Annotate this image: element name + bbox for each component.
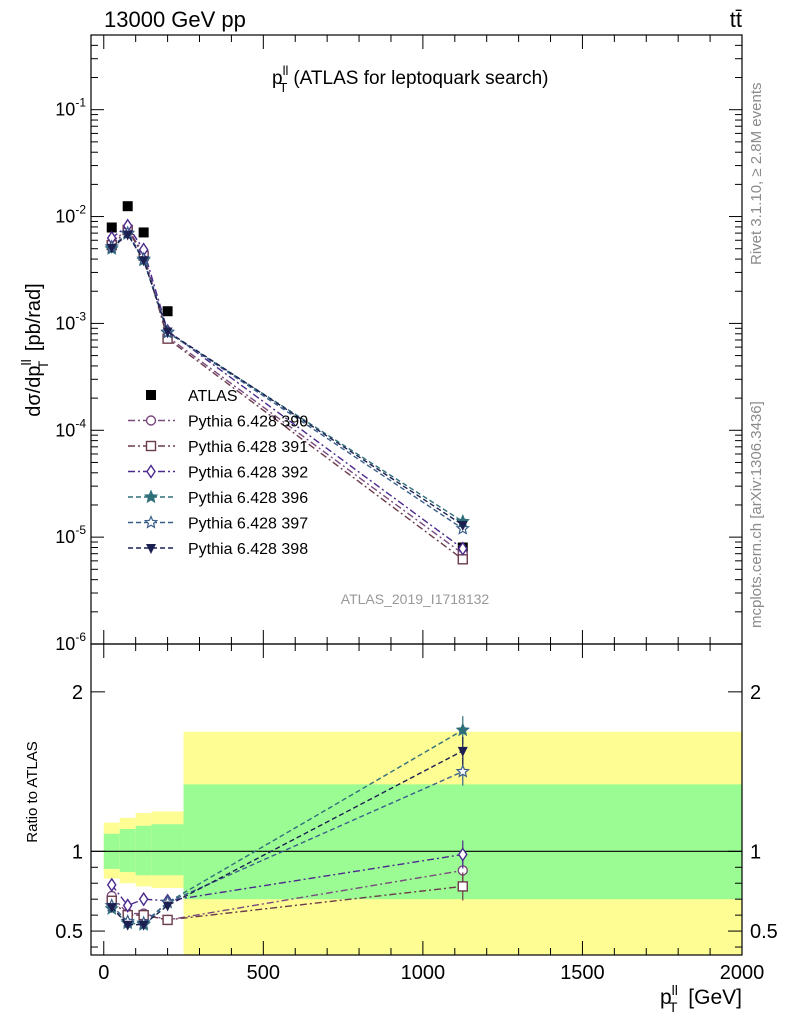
svg-text:dσ/dpllT [pb/rad]: dσ/dpllT [pb/rad] (18, 283, 51, 416)
series-line (111, 232, 464, 530)
ratio-point (455, 722, 470, 737)
x-tick-label: 500 (247, 962, 280, 984)
data-point (457, 541, 468, 556)
main-title: pll T (ATLAS for leptoquark search) (272, 63, 549, 95)
legend-label: Pythia 6.428 390 (188, 414, 308, 431)
data-point (106, 222, 117, 233)
ratio-point (162, 914, 173, 926)
ratio-y-tick-label: 0.5 (55, 921, 83, 943)
ratio-y-tick-label: 1 (72, 841, 83, 863)
ratio-frame (90, 643, 743, 956)
legend-entry: Pythia 6.428 390 (128, 414, 308, 431)
legend-entry: Pythia 6.428 396 (128, 489, 308, 507)
mcplots-label: mcplots.cern.ch [arXiv:1306.3436] (748, 401, 765, 628)
legend-label: Pythia 6.428 397 (188, 516, 308, 533)
ratio-point (122, 920, 133, 931)
main-y-tick-label: 10-3 (55, 309, 86, 333)
data-point (457, 554, 468, 565)
legend-entry: Pythia 6.428 392 (128, 464, 308, 482)
ratio-y-axis-label: Ratio to ATLAS (24, 741, 41, 842)
x-tick-label: 1000 (401, 962, 446, 984)
series-pythia-6-428-397 (104, 225, 471, 535)
legend-entry: ATLAS (146, 388, 238, 405)
ratio-line (111, 853, 463, 907)
green-band (151, 824, 184, 876)
ratio-point (162, 901, 173, 912)
ratio-line (111, 729, 464, 926)
series-pythia-6-428-391 (106, 224, 468, 565)
main-y-tick-label: 10-4 (55, 416, 86, 440)
main-y-tick-label: 10-6 (55, 630, 86, 654)
header-right: tt̄ (730, 7, 742, 32)
analysis-id: ATLAS_2019_I1718132 (341, 591, 490, 607)
ratio-point (122, 898, 133, 913)
ratio-point (457, 847, 468, 862)
main-y-tick-label: 10-5 (55, 523, 86, 547)
x-axis-label: pll T [GeV] (660, 982, 742, 1015)
legend-marker (143, 514, 159, 529)
data-point (106, 243, 117, 254)
data-point (138, 227, 149, 238)
legend-label: Pythia 6.428 398 (188, 541, 308, 558)
ratio-y-tick-label: 0.5 (750, 921, 778, 943)
ratio-line (111, 770, 464, 924)
main-panel: pll T (ATLAS for leptoquark search) ATLAS_… (18, 34, 743, 654)
ratio-line (111, 869, 463, 921)
legend-marker (146, 464, 156, 479)
ratio-y-tick-label: 1 (750, 841, 761, 863)
legend-marker (145, 415, 157, 426)
ratio-point (106, 877, 117, 893)
ratio-line (111, 885, 463, 921)
ratio-panel: 0.5 0.5 1 1 2 2 0 500 1000 1500 2000 Ratio to ATLA… (24, 643, 778, 1015)
main-y-tick-label: 10-1 (55, 96, 86, 120)
legend-marker (143, 489, 159, 504)
main-y-tick-label: 10-2 (55, 203, 86, 227)
series-pythia-6-428-396 (104, 226, 470, 528)
legend-entry: Pythia 6.428 397 (128, 514, 308, 533)
data-point (457, 520, 468, 531)
header-left: 13000 GeV pp (104, 7, 246, 32)
data-point (122, 201, 133, 212)
x-tick-label: 1500 (560, 962, 605, 984)
ratio-point (457, 746, 468, 757)
ratio-point (106, 903, 117, 914)
ratio-series-pythia-6-428-398 (106, 736, 468, 931)
ratio-y-tick-label: 2 (72, 682, 83, 704)
legend-marker (146, 544, 156, 554)
green-band (135, 825, 152, 876)
rivet-label: Rivet 3.1.10, ≥ 2.8M events (748, 83, 765, 266)
legend-entry: Pythia 6.428 398 (128, 541, 308, 558)
series-line (111, 228, 464, 560)
ratio-point (455, 764, 471, 778)
x-tick-label: 2000 (720, 962, 765, 984)
x-tick-label: 0 (98, 962, 109, 984)
data-point (162, 327, 173, 338)
ratio-y-tick-label: 2 (750, 682, 761, 704)
ratio-point (138, 891, 149, 907)
data-point (162, 306, 173, 317)
legend: ATLAS Pythia 6.428 390 Pythia 6.428 391 Pyt… (128, 388, 308, 558)
legend-label: Pythia 6.428 391 (188, 439, 308, 456)
legend-label: Pythia 6.428 396 (188, 490, 308, 507)
legend-marker (146, 390, 156, 400)
legend-entry: Pythia 6.428 391 (128, 439, 308, 456)
main-y-axis-label: dσ/dpllT [pb/rad] (18, 283, 51, 416)
ratio-point (138, 920, 149, 931)
green-band (119, 829, 136, 873)
legend-marker (145, 440, 157, 452)
series-pythia-6-428-390 (106, 223, 468, 559)
ratio-point (457, 881, 468, 892)
legend-label: ATLAS (188, 388, 238, 405)
series-pythia-6-428-398 (106, 230, 468, 531)
data-point (138, 256, 149, 267)
legend-label: Pythia 6.428 392 (188, 465, 308, 482)
data-point (122, 230, 133, 241)
